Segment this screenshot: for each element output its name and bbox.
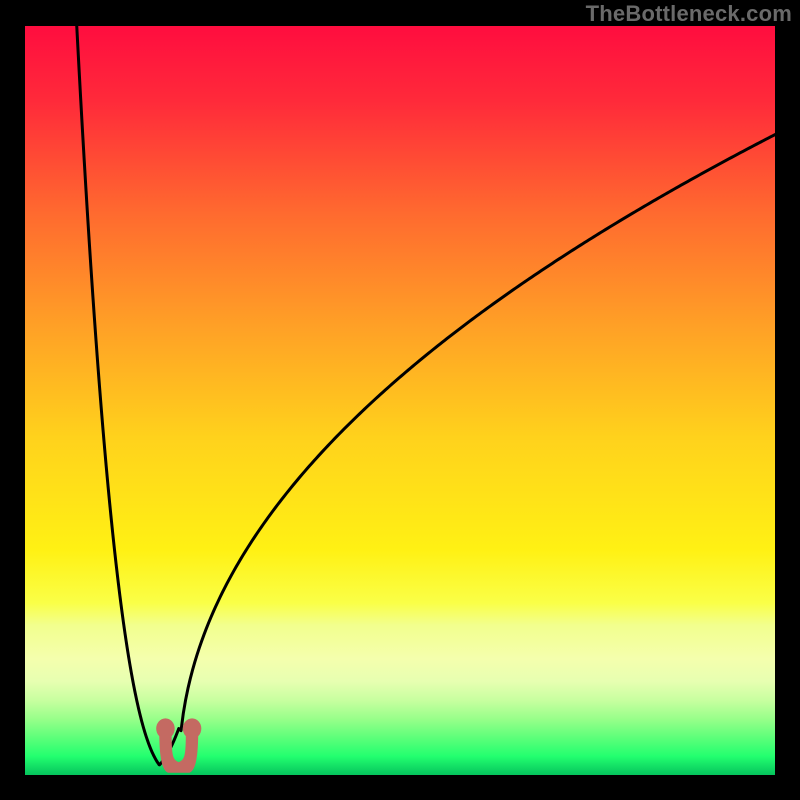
valley-blob-left: [156, 718, 175, 738]
watermark-text: TheBottleneck.com: [586, 1, 792, 27]
gradient-background: [25, 26, 775, 775]
valley-blob-right: [183, 718, 202, 738]
plot-svg: [0, 0, 800, 800]
stage: TheBottleneck.com: [0, 0, 800, 800]
